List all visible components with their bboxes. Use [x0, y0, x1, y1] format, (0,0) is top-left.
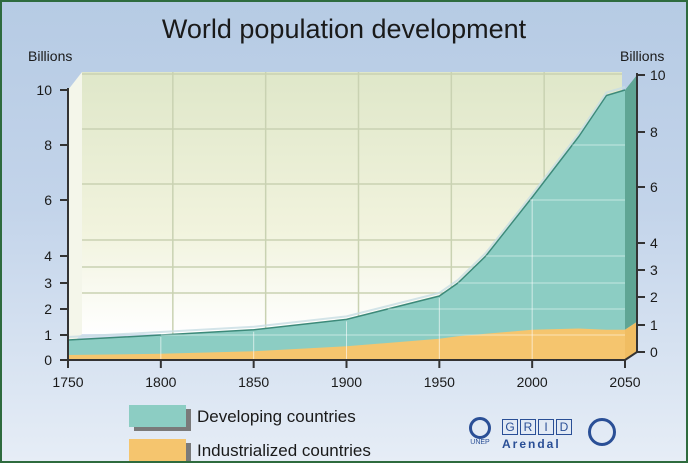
y-tick-left: 8 — [44, 137, 52, 153]
y-tick-right: 3 — [650, 262, 658, 278]
x-tick: 1800 — [145, 374, 176, 390]
x-tick: 2000 — [517, 374, 548, 390]
x-tick: 1900 — [331, 374, 362, 390]
y-tick-right: 8 — [650, 124, 658, 140]
unep-globe-icon — [469, 417, 491, 439]
x-tick: 1950 — [424, 374, 455, 390]
x-tick: 2050 — [609, 374, 640, 390]
right-axis-unit: Billions — [620, 48, 665, 64]
y-tick-left: 0 — [44, 352, 52, 368]
y-tick-right: 6 — [650, 179, 658, 195]
chart-title: World population development — [161, 14, 527, 44]
developing-swatch — [129, 405, 186, 427]
y-tick-left: 10 — [36, 82, 52, 98]
y-tick-right: 2 — [650, 289, 658, 305]
y-tick-right: 4 — [650, 235, 658, 251]
y-tick-right: 0 — [650, 344, 658, 360]
y-tick-right: 1 — [650, 317, 658, 333]
industrialized-swatch — [129, 439, 186, 461]
y-tick-left: 1 — [44, 327, 52, 343]
y-tick-left: 4 — [44, 248, 52, 264]
left-axis-unit: Billions — [28, 48, 73, 64]
y-tick-right: 10 — [650, 67, 666, 83]
x-tick: 1750 — [52, 374, 83, 390]
y-tick-left: 6 — [44, 192, 52, 208]
unep-logo: UNEP — [464, 417, 496, 453]
arendal-text: Arendal — [502, 437, 561, 451]
y-tick-left: 2 — [44, 301, 52, 317]
legend-label: Industrialized countries — [197, 441, 371, 460]
legend-label: Developing countries — [197, 407, 356, 426]
y-tick-left: 3 — [44, 275, 52, 291]
x-tick: 1850 — [238, 374, 269, 390]
un-emblem-icon — [588, 418, 616, 446]
grid-logo: G R I D — [502, 419, 572, 435]
